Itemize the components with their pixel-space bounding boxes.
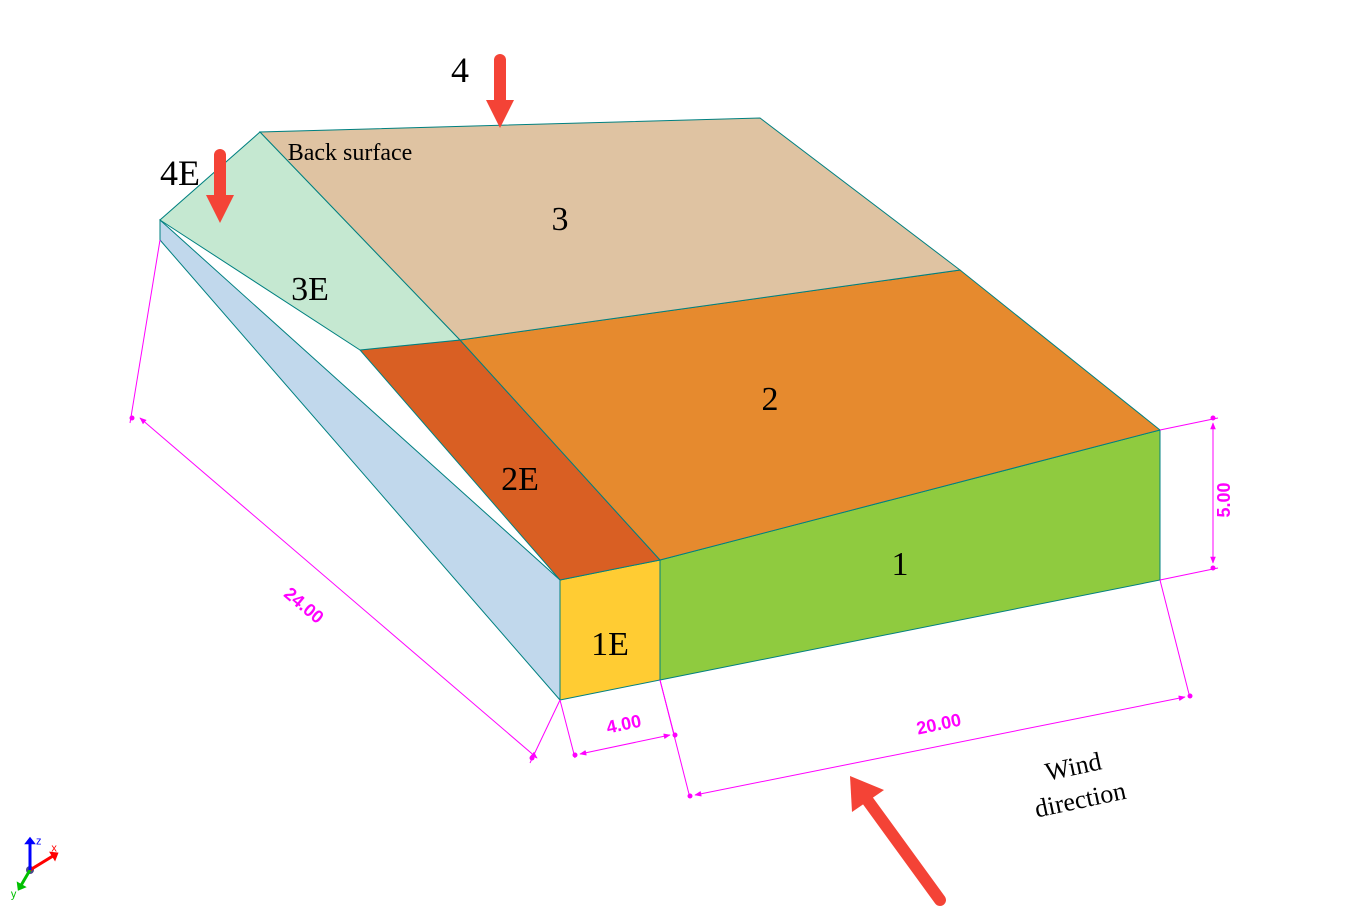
label-zone-1e: 1E: [591, 626, 629, 663]
label-zone-3: 3: [552, 201, 569, 238]
dim-width-main-value: 20.00: [915, 710, 963, 739]
dim-height-value: 5.00: [1214, 482, 1234, 517]
axis-gizmo: x y z: [11, 836, 59, 901]
label-zone-4e: 4E: [160, 153, 200, 193]
label-zone-2: 2: [762, 381, 779, 418]
svg-text:x: x: [51, 843, 57, 855]
label-zone-1: 1: [892, 546, 909, 583]
label-wind-2: direction: [1032, 776, 1128, 824]
svg-text:z: z: [36, 836, 42, 848]
label-wind-1: Wind: [1042, 747, 1104, 787]
label-zone-4: 4: [451, 50, 469, 90]
arrow-4: [486, 60, 514, 128]
dim-width-e-value: 4.00: [605, 711, 643, 738]
label-zone-2e: 2E: [501, 461, 539, 498]
label-zone-3e: 3E: [291, 271, 329, 308]
svg-text:y: y: [11, 889, 17, 901]
label-back-surface: Back surface: [288, 140, 413, 166]
dimension-height: 5.00: [1160, 416, 1234, 581]
arrow-wind-direction: [850, 776, 940, 900]
dim-depth-value: 24.00: [280, 583, 327, 627]
